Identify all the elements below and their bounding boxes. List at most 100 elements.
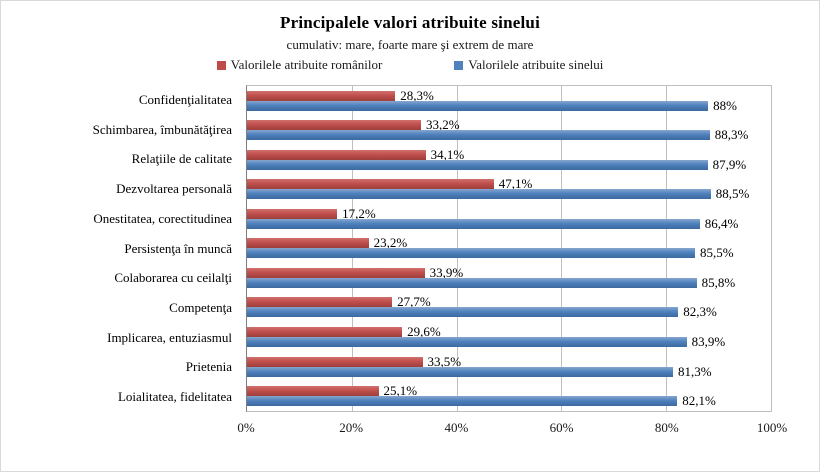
- bar-row: 23,2% 85,5%: [247, 234, 771, 264]
- bar-line: 86,4%: [247, 215, 771, 231]
- category-label: Persistenţa în muncă: [124, 240, 232, 256]
- bar-value-label: 88%: [713, 97, 737, 113]
- bar-row: 33,9% 85,8%: [247, 263, 771, 293]
- bar-value-label: 86,4%: [704, 215, 739, 231]
- bar-line: 25,1%: [247, 384, 771, 397]
- x-axis-tick-label: 100%: [756, 420, 788, 435]
- category-label: Dezvoltarea personală: [116, 181, 232, 197]
- bar-romanians: [247, 327, 403, 338]
- bar-romanians: [247, 120, 421, 131]
- chart-title: Principalele valori atribuite sinelui: [279, 13, 541, 32]
- bar-line: 81,3%: [247, 363, 771, 379]
- bar-value-label: 33,2%: [425, 117, 460, 133]
- category-label: Competenţa: [169, 300, 232, 315]
- bar-self: [247, 100, 709, 111]
- bar-self: [247, 189, 711, 200]
- bar-line: 85,5%: [247, 245, 771, 261]
- bar-romanians: [247, 386, 379, 397]
- bar-romanians: [247, 90, 396, 101]
- bar-value-label: 81,3%: [678, 363, 712, 379]
- category-label: Onestitatea, corectitudinea: [93, 210, 232, 226]
- bar-romanians: [247, 297, 393, 308]
- bar-line: 17,2%: [247, 205, 771, 221]
- x-axis-tick-label: 60%: [549, 420, 574, 435]
- bar-romanians: [247, 149, 426, 160]
- bar-value-label: 85,5%: [700, 245, 734, 261]
- category-label: Loialitatea, fidelitatea: [117, 389, 232, 405]
- bar-line: 82,1%: [247, 393, 771, 409]
- bar-row: 28,3% 88%: [247, 86, 771, 116]
- bar-line: 83,9%: [247, 334, 771, 350]
- bar-value-label: 88,3%: [714, 127, 749, 143]
- bar-value-label: 82,1%: [682, 393, 716, 409]
- bar-value-label: 28,3%: [400, 87, 434, 103]
- bar-self: [247, 218, 700, 229]
- bar-line: 33,2%: [247, 117, 771, 133]
- bar-line: 27,7%: [247, 295, 771, 308]
- bar-row: 25,1% 82,1%: [247, 381, 771, 411]
- bar-line: 85,8%: [247, 274, 771, 290]
- bar-row: 33,5% 81,3%: [247, 352, 771, 382]
- x-axis-tick-label: 20%: [339, 420, 364, 435]
- category-label: Colaborarea cu ceilalţi: [114, 270, 232, 286]
- chart-legend: Valorilele atribuite românilor Valorilel…: [1, 57, 819, 73]
- bar-line: 88%: [247, 97, 771, 113]
- bar-line: 29,6%: [247, 325, 771, 338]
- category-label: Relaţiile de calitate: [131, 151, 232, 167]
- value-axis-labels: 0% 20% 40% 60% 80% 100%: [237, 420, 787, 438]
- category-label: Schimbarea, îmbunătăţirea: [92, 121, 232, 137]
- bar-self: [247, 396, 678, 407]
- bar-line: 28,3%: [247, 87, 771, 103]
- bar-self: [247, 130, 710, 141]
- bar-value-label: 33,9%: [429, 264, 464, 280]
- bar-row: 34,1% 87,9%: [247, 145, 771, 175]
- bar-value-label: 82,3%: [683, 304, 717, 320]
- chart-subtitle: cumulativ: mare, foarte mare şi extrem d…: [286, 37, 534, 52]
- bar-line: 33,9%: [247, 264, 771, 280]
- plot-area: 28,3% 88% 33,2% 88,3% 34,1% 87,9% 47,1% 88,5% 17…: [246, 85, 772, 412]
- bar-value-label: 83,9%: [691, 334, 726, 350]
- legend-marker-red-icon: [216, 60, 226, 70]
- bar-romanians: [247, 356, 423, 367]
- bar-self: [247, 307, 679, 318]
- bar-rows: 28,3% 88% 33,2% 88,3% 34,1% 87,9% 47,1% 88,5% 17…: [247, 86, 771, 411]
- bar-self: [247, 277, 697, 288]
- legend-item-romanians: Valorilele atribuite românilor: [216, 57, 383, 73]
- bar-value-label: 88,5%: [715, 186, 750, 202]
- category-label: Confidenţialitatea: [138, 91, 232, 107]
- bar-row: 17,2% 86,4%: [247, 204, 771, 234]
- bar-romanians: [247, 208, 338, 219]
- bar-row: 27,7% 82,3%: [247, 293, 771, 323]
- bar-line: 34,1%: [247, 146, 771, 162]
- bar-line: 33,5%: [247, 353, 771, 369]
- bar-self: [247, 248, 696, 259]
- bar-romanians: [247, 238, 369, 249]
- bar-value-label: 17,2%: [342, 205, 376, 221]
- x-axis-tick-label: 80%: [654, 420, 679, 435]
- bar-line: 87,9%: [247, 156, 771, 172]
- bar-value-label: 87,9%: [712, 156, 747, 172]
- category-label: Prietenia: [185, 359, 232, 375]
- legend-label-self: Valorilele atribuite sinelui: [468, 57, 604, 72]
- bar-line: 23,2%: [247, 235, 771, 251]
- bar-value-label: 33,5%: [427, 353, 462, 369]
- bar-value-label: 34,1%: [430, 146, 465, 162]
- legend-label-romanians: Valorilele atribuite românilor: [230, 57, 383, 72]
- bar-line: 82,3%: [247, 304, 771, 320]
- bar-row: 33,2% 88,3%: [247, 116, 771, 146]
- category-label: Implicarea, entuziasmul: [107, 329, 232, 345]
- bar-romanians: [247, 267, 425, 278]
- bar-romanians: [247, 179, 494, 190]
- bar-value-label: 85,8%: [701, 274, 736, 290]
- x-axis-tick-label: 40%: [444, 420, 469, 435]
- bar-value-label: 23,2%: [373, 235, 408, 251]
- legend-marker-blue-icon: [454, 60, 464, 70]
- bar-row: 47,1% 88,5%: [247, 175, 771, 205]
- bar-row: 29,6% 83,9%: [247, 322, 771, 352]
- bar-self: [247, 159, 708, 170]
- bar-self: [247, 366, 673, 377]
- bar-line: 88,5%: [247, 186, 771, 202]
- bar-value-label: 47,1%: [498, 176, 533, 192]
- bar-self: [247, 337, 687, 348]
